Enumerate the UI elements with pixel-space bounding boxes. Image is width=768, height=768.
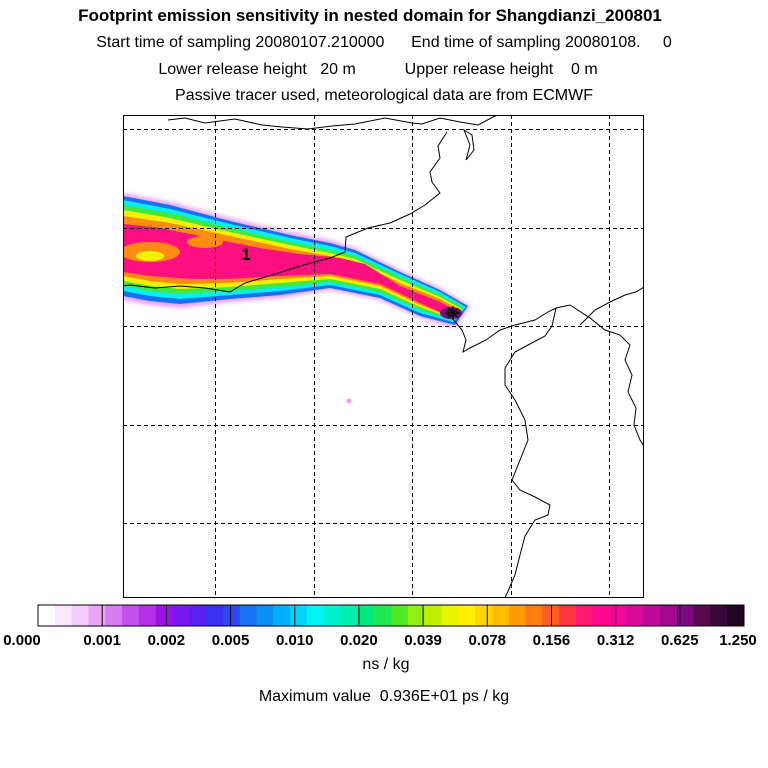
- colorbar-segment: [441, 605, 459, 626]
- colorbar-segment: [391, 605, 409, 626]
- colorbar-segment: [206, 605, 224, 626]
- faint-sensitivity-dot: [346, 398, 352, 404]
- colorbar-segment: [508, 605, 526, 626]
- border-northeast: [579, 286, 644, 326]
- colorbar-segment: [676, 605, 695, 626]
- colorbar-segment: [424, 605, 442, 626]
- colorbar-segment: [122, 605, 140, 626]
- plume-island-yellow: [136, 251, 164, 261]
- colorbar-tick-label: 0.002: [148, 632, 186, 649]
- colorbar-segment: [54, 605, 73, 626]
- colorbar-tick-label: 0.010: [276, 632, 314, 649]
- maximum-value-label: Maximum value 0.936E+01 ps / kg: [258, 688, 510, 705]
- colorbar-segment: [710, 605, 728, 626]
- colorbar: [37, 604, 745, 627]
- colorbar-segment: [273, 605, 291, 626]
- colorbar-tick-label: 0.000: [3, 632, 41, 649]
- colorbar-tick-label: 0.039: [404, 632, 442, 649]
- coastlines: [123, 115, 644, 598]
- release-point-icon: [446, 306, 460, 320]
- colorbar-segment: [659, 605, 678, 626]
- colorbar-tick-label: 0.005: [212, 632, 250, 649]
- colorbar-tick-label: 0.078: [468, 632, 506, 649]
- colorbar-segment: [407, 605, 426, 626]
- map-frame: [123, 115, 644, 598]
- colorbar-segment: [172, 605, 190, 626]
- colorbar-tick-label: 0.625: [661, 632, 699, 649]
- sampling-time-line: Start time of sampling 20080107.210000 E…: [96, 34, 672, 51]
- colorbar-segment: [105, 605, 123, 626]
- colorbar-segment: [559, 605, 577, 626]
- tracer-info-line: Passive tracer used, meteorological data…: [175, 87, 593, 104]
- unit-label: ns / kg: [362, 656, 410, 673]
- plume-island-orange-2: [187, 236, 223, 248]
- colorbar-labels: 0.000 0.001 0.002 0.005 0.010 0.020 0.039 0.078…: [3, 632, 757, 649]
- colorbar-segment: [88, 605, 106, 626]
- colorbar-segment: [727, 605, 745, 626]
- coastline-peninsula: [451, 307, 557, 598]
- release-marker-label: 1: [241, 245, 250, 264]
- colorbar-segment: [525, 605, 543, 626]
- coastline-bay: [123, 131, 448, 293]
- colorbar-segment: [290, 605, 308, 626]
- colorbar-segment: [222, 605, 241, 626]
- release-height-line: Lower release height 20 m Upper release …: [158, 61, 598, 78]
- coastline-island: [462, 128, 475, 161]
- emission-plume: [123, 193, 470, 404]
- colorbar-segment: [155, 605, 173, 626]
- colorbar-segment: [340, 605, 358, 626]
- colorbar-segment: [71, 605, 89, 626]
- coastline-north: [167, 115, 501, 130]
- colorbar-segment: [643, 605, 661, 626]
- colorbar-segment: [693, 605, 711, 626]
- colorbar-tick-label: 0.312: [597, 632, 635, 649]
- plot-title: Footprint emission sensitivity in nested…: [78, 6, 662, 25]
- colorbar-frame: [37, 604, 745, 627]
- colorbar-segment: [475, 605, 493, 626]
- colorbar-segment: [256, 605, 274, 626]
- colorbar-tick-label: 0.001: [83, 632, 121, 649]
- colorbar-segment: [189, 605, 207, 626]
- colorbar-segment: [491, 605, 510, 626]
- colorbar-tick-label: 1.250: [719, 632, 757, 649]
- colorbar-segment: [458, 605, 476, 626]
- colorbar-segment: [626, 605, 644, 626]
- colorbar-segment: [609, 605, 627, 626]
- lat-lon-grid: [123, 115, 644, 598]
- colorbar-segment: [542, 605, 560, 626]
- colorbar-segment: [239, 605, 258, 626]
- colorbar-tick-label: 0.156: [533, 632, 571, 649]
- colorbar-segment: [374, 605, 392, 626]
- colorbar-segment: [592, 605, 611, 626]
- colorbar-segment: [38, 605, 56, 626]
- colorbar-segment: [306, 605, 325, 626]
- colorbar-segment: [323, 605, 342, 626]
- colorbar-tick-label: 0.020: [340, 632, 378, 649]
- colorbar-segment: [357, 605, 375, 626]
- colorbar-segment: [138, 605, 157, 626]
- colorbar-segment: [575, 605, 594, 626]
